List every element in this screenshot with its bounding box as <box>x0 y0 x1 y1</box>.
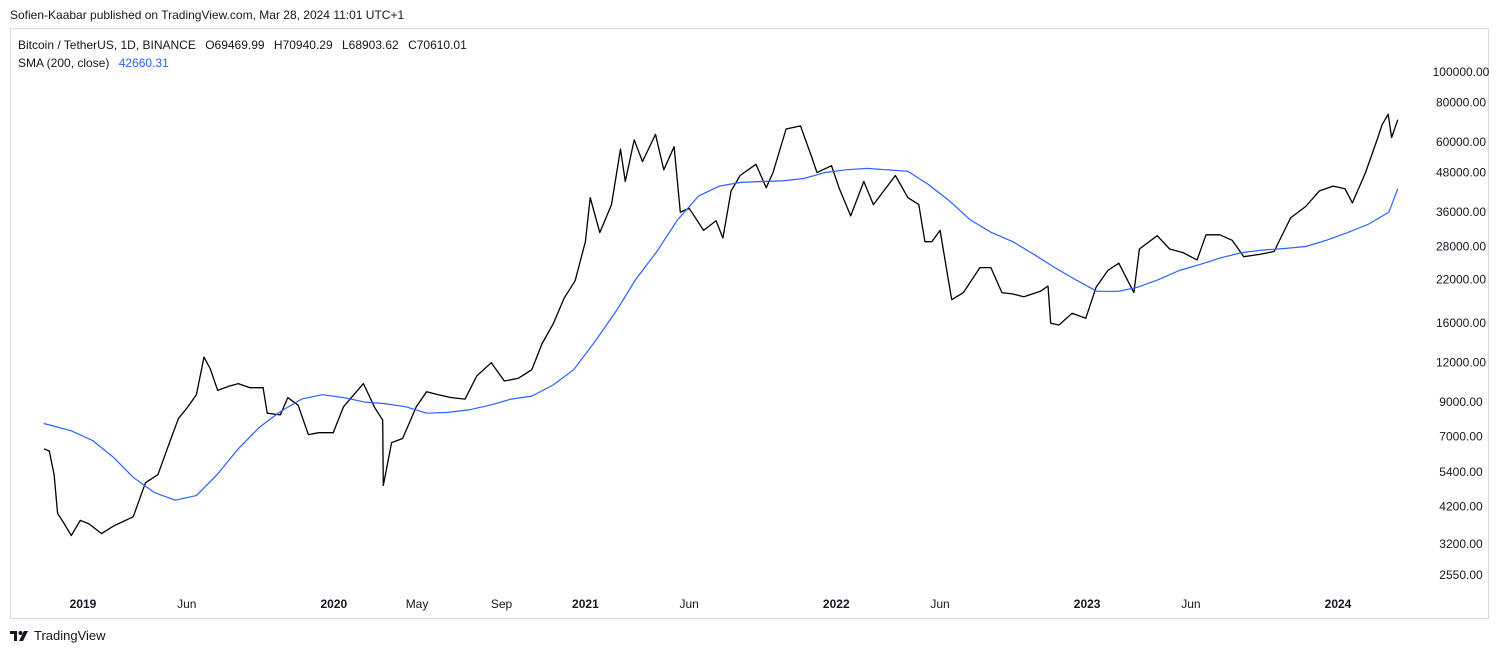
x-tick-label: Jun <box>680 597 699 611</box>
x-tick-label: 2020 <box>321 597 348 611</box>
chart-frame <box>10 28 1489 619</box>
sma-series-line[interactable] <box>43 167 1399 501</box>
tradingview-logo-icon <box>10 630 28 641</box>
low-value: L68903.62 <box>341 38 399 52</box>
y-tick-label: 5400.00 <box>1439 465 1483 479</box>
time-axis: 2019 Jun 2020 May Sep 2021 Jun 2022 Jun 2023 Jun 20… <box>70 597 1352 611</box>
y-tick-label: 3200.00 <box>1439 537 1483 551</box>
y-tick-label: 60000.00 <box>1436 135 1486 149</box>
x-tick-label: 2019 <box>70 597 97 611</box>
x-tick-label: Sep <box>491 597 513 611</box>
y-tick-label: 12000.00 <box>1436 356 1486 370</box>
close-value: C70610.01 <box>408 38 467 52</box>
y-tick-label: 4200.00 <box>1439 500 1483 514</box>
high-value: H70940.29 <box>273 38 333 52</box>
y-tick-label: 80000.00 <box>1436 96 1486 110</box>
symbol-row[interactable]: Bitcoin / TetherUS, 1D, BINANCE O69469.9… <box>18 36 467 54</box>
indicator-value: 42660.31 <box>118 56 169 70</box>
symbol-label[interactable]: Bitcoin / TetherUS, 1D, BINANCE <box>18 38 196 52</box>
y-tick-label: 9000.00 <box>1439 395 1483 409</box>
x-tick-label: Jun <box>1181 597 1200 611</box>
brand-name: TradingView <box>34 628 106 643</box>
x-tick-label: Jun <box>930 597 949 611</box>
x-tick-label: May <box>406 597 429 611</box>
y-tick-label: 22000.00 <box>1436 273 1486 287</box>
open-value: O69469.99 <box>205 38 265 52</box>
y-tick-label: 2550.00 <box>1439 568 1483 582</box>
y-tick-label: 48000.00 <box>1436 166 1486 180</box>
tradingview-footer[interactable]: TradingView <box>10 628 106 643</box>
price-axis: 100000.00 80000.00 60000.00 48000.00 36000.0… <box>1433 65 1489 582</box>
y-tick-label: 100000.00 <box>1433 65 1489 79</box>
y-tick-label: 36000.00 <box>1436 205 1486 219</box>
price-series-line[interactable] <box>43 113 1399 537</box>
y-tick-label: 16000.00 <box>1436 316 1486 330</box>
y-tick-label: 7000.00 <box>1439 430 1483 444</box>
x-tick-label: 2021 <box>572 597 599 611</box>
x-tick-label: Jun <box>177 597 196 611</box>
indicator-label[interactable]: SMA (200, close) <box>18 56 110 70</box>
indicator-row[interactable]: SMA (200, close) 42660.31 <box>18 54 467 72</box>
price-chart[interactable]: 2019 Jun 2020 May Sep 2021 Jun 2022 Jun 2023 Jun 20… <box>10 28 1489 619</box>
y-tick-label: 28000.00 <box>1436 240 1486 254</box>
series-layer <box>43 113 1399 537</box>
chart-legend: Bitcoin / TetherUS, 1D, BINANCE O69469.9… <box>18 36 467 72</box>
x-tick-label: 2022 <box>823 597 850 611</box>
x-tick-label: 2024 <box>1325 597 1352 611</box>
publisher-credit: Sofien-Kaabar published on TradingView.c… <box>10 8 405 22</box>
x-tick-label: 2023 <box>1074 597 1101 611</box>
